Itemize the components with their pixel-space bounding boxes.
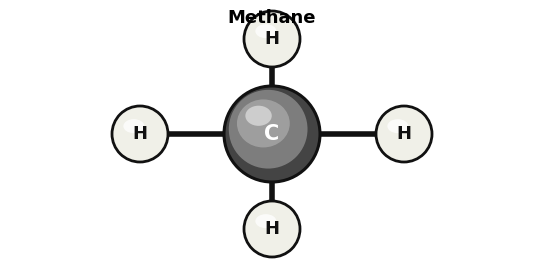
Circle shape	[376, 106, 432, 162]
Text: C: C	[264, 124, 280, 144]
Circle shape	[229, 90, 307, 169]
Ellipse shape	[387, 119, 409, 133]
Ellipse shape	[237, 99, 290, 147]
Text: H: H	[264, 30, 280, 48]
Ellipse shape	[245, 106, 272, 126]
Ellipse shape	[123, 119, 144, 133]
Circle shape	[224, 86, 320, 182]
Circle shape	[112, 106, 168, 162]
Circle shape	[244, 201, 300, 257]
Text: Methane: Methane	[228, 9, 316, 27]
Ellipse shape	[255, 214, 276, 228]
Text: H: H	[133, 125, 147, 143]
Text: H: H	[264, 220, 280, 238]
Text: H: H	[397, 125, 411, 143]
Ellipse shape	[255, 24, 276, 38]
Circle shape	[244, 11, 300, 67]
